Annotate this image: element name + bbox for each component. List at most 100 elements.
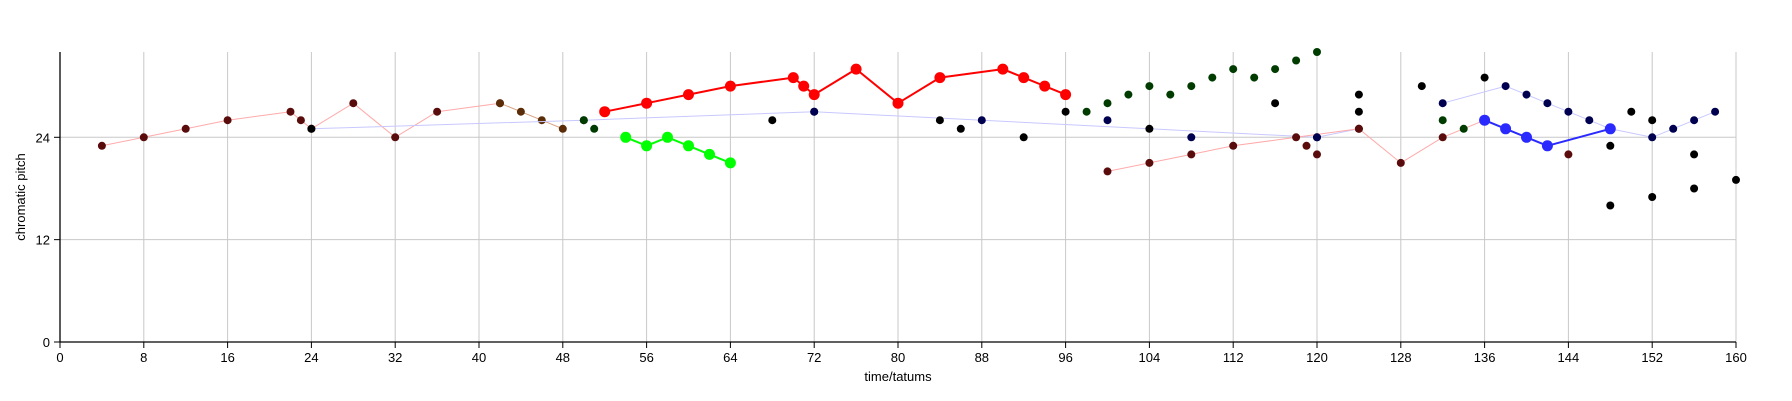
grid-lines [60,52,1737,342]
data-point [496,99,504,108]
data-point [620,131,632,143]
data-point [558,124,567,133]
data-point [1271,99,1280,108]
x-tick-label: 112 [1223,350,1244,365]
data-point [1292,56,1301,65]
data-point [1438,116,1447,125]
data-point [1500,123,1512,135]
data-series [97,48,1740,210]
y-tick-label: 12 [36,233,50,248]
data-point [1103,167,1112,176]
series-10 [810,107,1321,142]
data-point [768,116,777,125]
data-point [286,107,295,116]
data-point [1585,116,1594,125]
data-point [1732,175,1740,184]
data-point [1564,107,1573,116]
data-point [1648,133,1657,142]
data-point [139,133,148,142]
data-point [1187,150,1196,159]
series-6 [1438,82,1720,142]
x-tick-label: 48 [556,350,570,365]
series-line [604,68,1066,113]
data-point [1313,133,1321,142]
data-point [181,124,190,133]
series-7 [1479,114,1616,152]
series-line [499,102,563,130]
data-point [850,63,862,75]
x-tick-label: 16 [220,350,234,365]
x-tick-label: 8 [140,350,147,365]
data-point [1480,73,1489,82]
tick-labels: 0 8 16 24 32 40 48 56 64 72 80 88 96 104 112 120 128 136 1… [36,130,1747,365]
x-tick-label: 144 [1558,350,1580,365]
data-point [641,140,653,152]
data-point [1082,107,1091,116]
data-point [1522,90,1531,99]
data-point [590,124,599,133]
data-point [1166,90,1175,99]
data-point [892,97,904,109]
data-point [1690,116,1699,125]
data-point [810,107,819,116]
data-point [307,124,316,133]
data-point [1187,82,1196,91]
data-point [1060,89,1072,101]
data-point [1396,158,1405,167]
series-1 [496,99,567,133]
series-line [625,136,731,164]
data-point [223,116,232,125]
data-point [579,116,588,125]
series-9 [768,73,1740,210]
data-point [1648,193,1657,201]
data-point [516,107,525,116]
series-8 [579,48,1468,133]
series-line [1107,119,1485,172]
data-point [1250,73,1259,82]
x-tick-label: 128 [1390,350,1412,365]
x-tick-label: 136 [1474,350,1496,365]
data-point [1501,82,1510,91]
data-point [1669,124,1678,133]
data-point [1627,107,1636,116]
y-axis-label: chromatic pitch [13,153,28,240]
data-point [1354,124,1363,133]
series-2 [307,107,1363,142]
data-point [1103,99,1112,108]
x-tick-label: 120 [1306,350,1328,365]
x-tick-label: 0 [56,350,63,365]
data-point [1018,72,1030,84]
data-point [641,97,653,109]
x-tick-label: 160 [1725,350,1747,365]
data-point [1019,133,1028,142]
data-point [1145,124,1154,133]
x-tick-label: 32 [388,350,402,365]
y-tick-label: 24 [36,130,50,145]
y-tick-label: 0 [43,335,50,350]
x-tick-label: 104 [1139,350,1161,365]
data-point [1711,107,1720,116]
series-11 [296,116,1573,159]
data-point [349,99,358,108]
data-point [1521,131,1532,143]
x-tick-label: 96 [1058,350,1072,365]
data-point [1208,73,1217,82]
data-point [433,107,442,116]
x-tick-label: 88 [975,350,989,365]
series-line [311,111,1359,138]
data-point [1302,141,1311,150]
data-point [537,116,546,125]
data-point [1187,133,1196,142]
data-point [662,131,673,143]
data-point [1103,116,1112,125]
x-axis-label: time/tatums [864,369,932,384]
data-point [97,141,106,150]
data-point [977,116,986,125]
data-point [1541,140,1553,152]
data-point [934,72,946,84]
data-point [683,89,694,101]
x-tick-label: 64 [723,350,737,365]
data-point [798,80,810,92]
data-point [808,89,820,101]
x-tick-label: 40 [472,350,486,365]
